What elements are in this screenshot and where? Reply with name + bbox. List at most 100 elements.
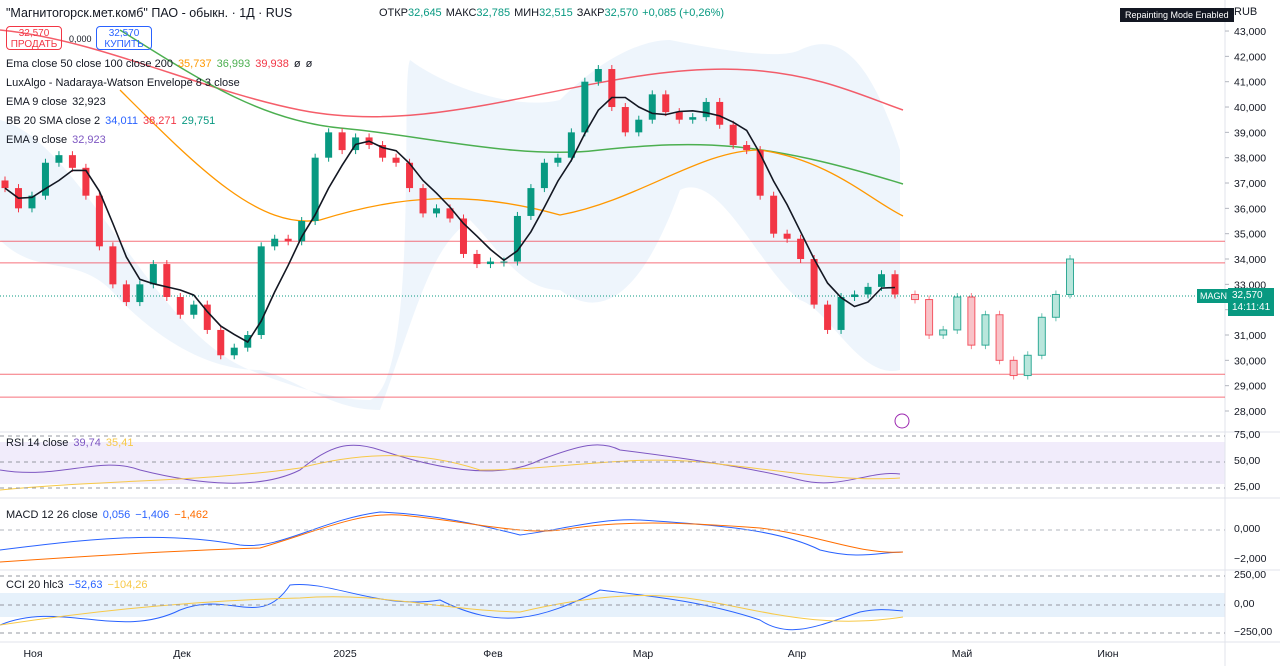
candle (635, 119, 643, 133)
legend-value: 32,923 (72, 134, 106, 146)
candle (419, 188, 427, 214)
pane-tick: 250,00 (1234, 569, 1267, 581)
signal-line (0, 514, 904, 563)
pane-value: −1,406 (135, 509, 170, 521)
y-tick-label: 28,000 (1234, 406, 1266, 418)
candle (953, 296, 962, 331)
pane-tick: 0,000 (1234, 523, 1261, 535)
candle (911, 293, 919, 301)
candle (82, 167, 90, 196)
legend-name: Ema close 50 close 100 close 200 (6, 58, 173, 70)
y-tick-label: 31,000 (1234, 330, 1266, 342)
candle (257, 246, 265, 336)
candle (163, 264, 171, 298)
legend-name: EMA 9 close (6, 134, 68, 146)
rsi-line (0, 444, 901, 484)
buy-button[interactable]: 32,570 КУПИТЬ (96, 26, 152, 50)
candle (608, 69, 616, 108)
candle (878, 274, 886, 287)
candle (486, 261, 494, 265)
y-tick-label: 30,000 (1234, 355, 1266, 367)
candle (406, 162, 414, 189)
candle (581, 81, 589, 133)
candle (55, 155, 63, 163)
sell-button[interactable]: 32,570 ПРОДАТЬ (6, 26, 62, 50)
ohlc-value: 32,645 (408, 7, 442, 19)
ticker-label: MAGN (1197, 289, 1230, 303)
candle (837, 297, 845, 330)
y-tick-label: 40,000 (1234, 102, 1266, 114)
candle (284, 238, 292, 242)
time-label: Апр (788, 648, 807, 660)
candle (824, 304, 832, 330)
pane-tick: 25,00 (1234, 481, 1261, 493)
pane-tick: 50,00 (1234, 455, 1261, 467)
candle (967, 296, 976, 346)
candle (675, 112, 683, 120)
pane-tick: 0,00 (1234, 598, 1255, 610)
candle (271, 238, 279, 247)
candle (513, 215, 521, 262)
candle (770, 195, 778, 234)
y-tick-label: 43,000 (1234, 26, 1266, 38)
time-label: 2025 (333, 648, 357, 660)
candle (864, 286, 872, 295)
legend-value: 32,923 (72, 96, 106, 108)
pane-tick: −250,00 (1234, 626, 1273, 638)
candle (851, 294, 859, 298)
candle (891, 274, 899, 295)
bb-fill (0, 40, 900, 410)
legend-name: LuxAlgo - Nadaraya-Watson Envelope 8 3 c… (6, 77, 240, 89)
candle (527, 188, 535, 216)
legend-name: BB 20 SMA close 2 (6, 115, 101, 127)
legend-value: 38,271 (143, 115, 177, 127)
candle (298, 221, 306, 242)
candle (459, 218, 467, 254)
alert-icon[interactable] (894, 413, 910, 429)
candle (783, 233, 791, 239)
pane-name: RSI 14 close (6, 437, 69, 449)
candle (729, 124, 737, 146)
candle (217, 329, 225, 356)
legend-value: 35,737 (177, 58, 212, 70)
currency: RUB (1234, 6, 1258, 18)
candle (68, 155, 76, 168)
ohlc-value: 32,785 (476, 7, 511, 19)
legend-value: 29,751 (181, 115, 216, 127)
ohlc-label: МАКС (445, 7, 477, 19)
candle (230, 347, 238, 356)
time-label: Июн (1097, 648, 1118, 660)
y-tick-label: 29,000 (1234, 381, 1266, 393)
candle (500, 261, 508, 263)
candle (176, 297, 184, 315)
candle (743, 145, 751, 151)
candle (338, 132, 346, 151)
time-label: Ноя (23, 648, 42, 660)
rsi-band (0, 442, 1225, 484)
time-label: Фев (483, 648, 503, 660)
pane-legend: CCI 20 hlc3 −52,63 −104,26 (6, 579, 148, 591)
candle (1009, 359, 1018, 377)
y-tick-label: 37,000 (1234, 178, 1266, 190)
pane-name: CCI 20 hlc3 (6, 579, 64, 591)
candle (995, 314, 1004, 361)
legend: BB 20 SMA close 2 34,011 38,271 29,751 (6, 115, 215, 127)
legend-value: 36,993 (216, 58, 251, 70)
candle (621, 107, 629, 133)
buy-label: КУПИТЬ (104, 39, 144, 50)
candle (1037, 316, 1046, 356)
ema50 (119, 89, 904, 222)
ohlc-value: 32,515 (539, 7, 573, 19)
ema100 (119, 29, 904, 185)
candle (325, 132, 333, 158)
rsi-ma (0, 455, 901, 491)
pane-tick: 75,00 (1234, 429, 1261, 441)
candle (567, 132, 575, 158)
candle (702, 101, 710, 118)
legend-value: 34,011 (105, 115, 138, 127)
ohlc: ОТКР32,645 МАКС32,785 МИН32,515 ЗАКР32,570 +… (375, 7, 724, 19)
candle (540, 162, 548, 189)
candle (554, 157, 562, 163)
cci-ma (0, 595, 904, 626)
